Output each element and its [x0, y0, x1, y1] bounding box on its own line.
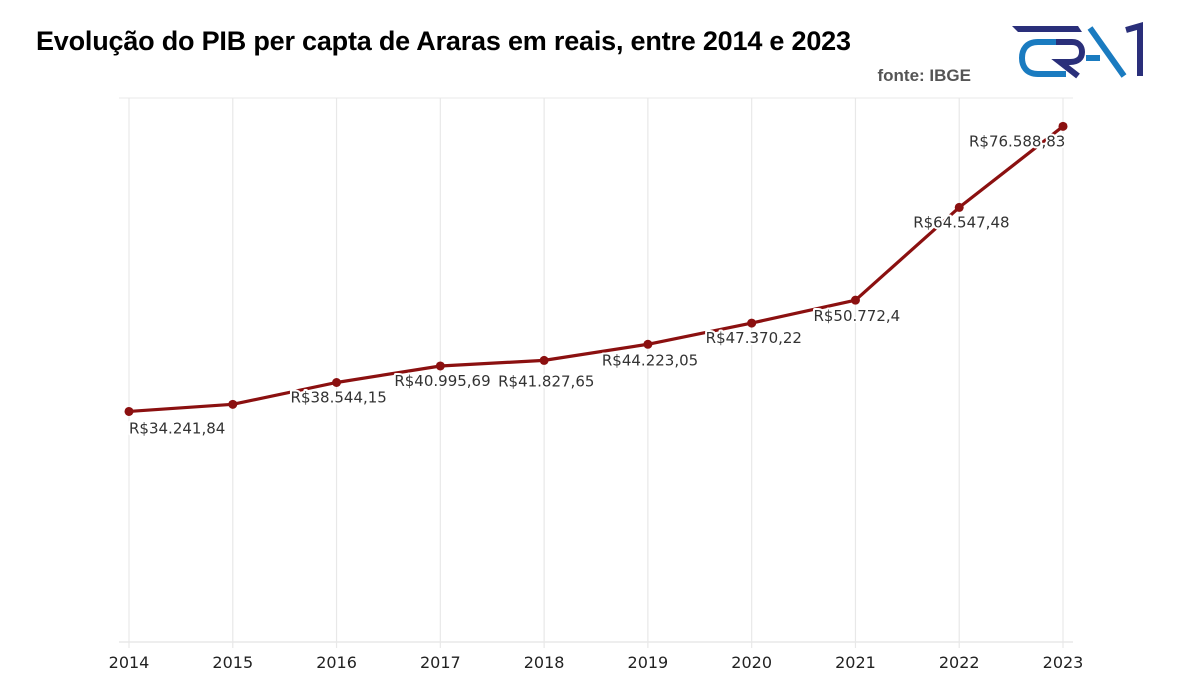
x-tick-label-2018: 2018 [524, 653, 565, 672]
data-label-2023: R$76.588,83 [969, 132, 1065, 150]
logo-a-slash [1087, 26, 1127, 78]
data-point-2016 [332, 377, 342, 387]
data-point-2023 [1058, 121, 1068, 131]
data-label-2020: R$47.370,22 [706, 329, 802, 347]
logo-r-shape [1051, 39, 1086, 79]
data-label-2018: R$41.827,65 [498, 372, 594, 390]
data-label-2017: R$40.995,69 [394, 372, 490, 390]
data-label-2016: R$38.544,15 [291, 388, 387, 406]
logo-one [1125, 22, 1143, 76]
era1-logo [1012, 22, 1143, 79]
x-tick-label-2020: 2020 [731, 653, 772, 672]
source-note: fonte: IBGE [877, 66, 972, 85]
x-tick-label-2017: 2017 [420, 653, 461, 672]
x-tick-label-2022: 2022 [939, 653, 980, 672]
series-line [128, 125, 1064, 414]
data-point-2017 [435, 361, 445, 371]
data-point-2021 [850, 295, 860, 305]
logo-c-shape [1018, 39, 1066, 77]
data-point-2022 [954, 202, 964, 212]
chart-title: Evolução do PIB per capta de Araras em r… [36, 26, 851, 56]
x-tick-label-2023: 2023 [1043, 653, 1084, 672]
logo-e-top-bar [1012, 26, 1082, 32]
data-label-2014: R$34.241,84 [129, 419, 225, 437]
data-label-2021: R$50.772,4 [813, 307, 900, 325]
data-point-2015 [228, 399, 238, 409]
x-tick-label-2015: 2015 [212, 653, 253, 672]
x-tick-label-2014: 2014 [109, 653, 150, 672]
data-point-2020 [747, 318, 757, 328]
x-tick-label-2016: 2016 [316, 653, 357, 672]
data-point-2014 [124, 406, 134, 416]
x-tick-label-2019: 2019 [628, 653, 669, 672]
x-tick-label-2021: 2021 [835, 653, 876, 672]
data-point-2019 [643, 339, 653, 349]
data-label-2019: R$44.223,05 [602, 351, 698, 369]
data-label-2022: R$64.547,48 [913, 213, 1009, 231]
data-point-2018 [539, 355, 549, 365]
